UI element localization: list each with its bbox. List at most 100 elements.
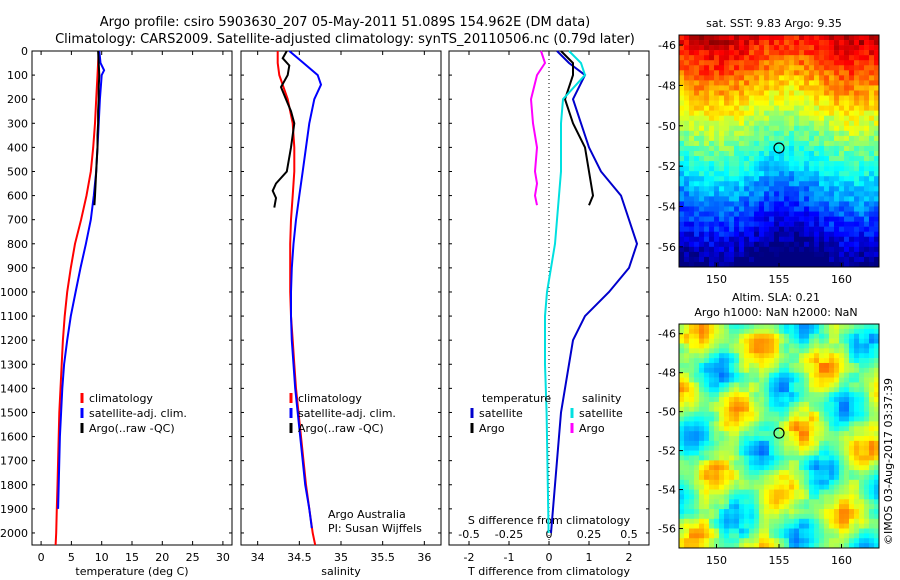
sst-cell [859,130,865,137]
sla-cell [814,533,820,539]
sla-cell [844,367,850,373]
sst-cell [819,125,825,132]
sst-cell [869,181,875,187]
sst-cell [719,65,725,71]
sst-cell [799,140,805,147]
sst-cell [789,95,795,101]
sst-cell [769,140,775,147]
sla-cell [754,499,760,505]
sst-cell [724,130,730,137]
sla-cell [814,392,820,398]
sla-cell [699,504,705,510]
sst-cell [764,70,770,76]
sst-cell [734,201,740,207]
sst-cell [694,85,700,91]
sla-cell [869,494,875,500]
sla-cell [774,450,780,456]
sst-cell [684,50,690,56]
sla-cell [799,489,805,495]
sla-cell [864,426,870,432]
sla-cell [729,494,735,500]
sla-cell [724,484,730,490]
sla-cell [719,401,725,408]
sst-cell [869,196,875,202]
sla-cell [779,528,785,534]
sst-cell [744,120,750,127]
sla-cell [709,474,715,481]
sla-cell [689,489,695,495]
sla-cell [769,484,775,490]
sla-cell [804,523,810,529]
sla-cell [824,518,830,524]
sla-cell [744,499,750,505]
sst-cell [779,130,785,137]
sst-cell [874,125,880,132]
sst-cell [754,40,760,46]
sla-cell [759,445,765,451]
sla-cell [744,392,750,398]
sla-cell [784,543,790,549]
sst-cell [744,231,750,238]
sst-cell [764,80,770,86]
sla-cell [839,343,845,349]
sla-cell [814,528,820,534]
sst-cell [839,216,845,222]
sla-cell [689,460,695,466]
sla-cell [729,489,735,495]
sst-cell [794,135,800,142]
sst-cell [729,125,735,132]
sst-cell [734,120,740,127]
sla-cell [779,455,785,461]
sst-cell [834,125,840,132]
sla-cell [794,533,800,539]
sla-cell [734,513,740,520]
sst-cell [744,186,750,192]
sla-cell [789,372,795,378]
sst-cell [859,35,865,41]
sla-cell [694,358,700,364]
sst-cell [809,70,815,76]
sst-cell [739,221,745,227]
sla-cell [794,397,800,403]
sst-cell [724,110,730,116]
sst-cell [744,191,750,197]
sla-cell [809,474,815,481]
sst-cell [824,85,830,91]
sla-cell [864,348,870,354]
sst-cell [804,105,810,111]
sla-cell [719,431,725,437]
sla-cell [799,343,805,349]
sla-cell [779,499,785,505]
sst-cell [834,85,840,91]
sst-cell [784,171,790,177]
sst-cell [834,256,840,263]
sla-cell [689,328,695,335]
sla-cell [829,533,835,539]
sst-cell [784,100,790,106]
sla-cell [774,436,780,442]
sst-cell [864,90,870,96]
sst-cell [689,246,695,253]
sst-cell [759,105,765,111]
sla-cell [794,445,800,451]
sla-cell [859,333,865,339]
sla-cell [864,328,870,335]
sla-cell [844,401,850,408]
sst-cell [699,201,705,207]
sla-cell [794,460,800,466]
sst-cell [804,196,810,202]
sst-cell [769,251,775,258]
sst-cell [874,75,880,81]
sla-cell [874,494,880,500]
sla-cell [839,387,845,393]
sla-cell [689,333,695,339]
sst-cell [874,261,880,268]
sst-cell [769,40,775,46]
sst-cell [799,161,805,167]
sla-cell [764,362,770,369]
sla-cell [854,465,860,471]
sla-cell [784,406,790,412]
sla-cell [789,411,795,417]
sst-cell [819,211,825,217]
sla-cell [814,470,820,476]
